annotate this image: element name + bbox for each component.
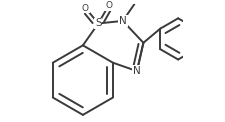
Text: N: N [133,66,141,76]
Text: N: N [119,16,127,26]
Text: O: O [82,4,89,13]
Text: O: O [105,1,112,10]
Text: S: S [95,18,102,28]
